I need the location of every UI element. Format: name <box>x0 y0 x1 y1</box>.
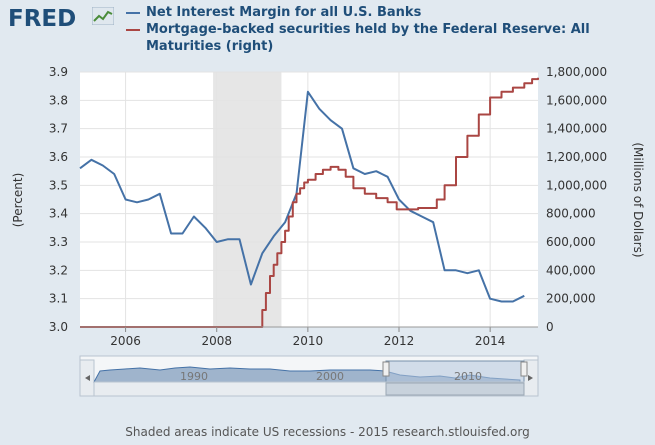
y-left-tick-label: 3.4 <box>49 207 68 221</box>
y-right-tick-label: 1,000,000 <box>546 178 607 192</box>
navigator-tick-label: 1990 <box>180 370 208 383</box>
chevron-right-icon <box>528 375 533 381</box>
footer-note: Shaded areas indicate US recessions - 20… <box>125 425 530 439</box>
y-axis-right-label: (Millions of Dollars) <box>631 142 645 257</box>
recession-band <box>213 72 282 327</box>
range-navigator[interactable]: 1990 2000 2010 <box>79 355 539 397</box>
legend-label-nim: Net Interest Margin for all U.S. Banks <box>146 5 422 20</box>
legend-swatch-nim <box>126 12 140 14</box>
y-right-tick-label: 1,800,000 <box>546 65 607 79</box>
x-tick-label: 2006 <box>110 334 141 348</box>
y-left-tick-label: 3.6 <box>49 150 68 164</box>
x-tick-label: 2008 <box>201 334 232 348</box>
y-left-tick-label: 3.9 <box>49 65 68 79</box>
navigator-right-handle[interactable] <box>520 361 528 377</box>
legend-item-mbs: Mortgage-backed securities held by the F… <box>126 21 646 55</box>
chart-header: FRED Net Interest Margin for all U.S. Ba… <box>0 0 655 66</box>
y-left-tick-label: 3.1 <box>49 292 68 306</box>
fred-logo[interactable]: FRED <box>8 6 77 32</box>
x-tick-label: 2012 <box>384 334 415 348</box>
series-line-net-interest-margin[interactable] <box>79 90 525 303</box>
navigator-tick-label: 2010 <box>454 370 482 383</box>
chevron-left-icon <box>85 375 90 381</box>
navigator-scrollbar-thumb[interactable] <box>385 382 525 396</box>
line-chart: 3.0 3.1 3.2 3.3 3.4 3.5 3.6 3.7 3.8 3.9 0 200,000 40… <box>11 65 645 397</box>
y-left-tick-label: 3.8 <box>49 93 68 107</box>
y-right-tick-label: 400,000 <box>546 263 596 277</box>
y-right-tick-label: 800,000 <box>546 207 596 221</box>
navigator-tick-label: 2000 <box>316 370 344 383</box>
x-tick-label: 2014 <box>475 334 506 348</box>
chart-graph-icon <box>92 7 114 25</box>
legend-swatch-mbs <box>126 29 140 31</box>
y-left-tick-label: 3.3 <box>49 235 68 249</box>
series-line-mortgage-backed-securities[interactable] <box>80 77 539 328</box>
legend-item-nim: Net Interest Margin for all U.S. Banks <box>126 4 646 21</box>
y-left-tick-label: 3.2 <box>49 263 68 277</box>
plot-area <box>80 72 538 327</box>
y-right-tick-label: 200,000 <box>546 292 596 306</box>
y-right-tick-label: 1,600,000 <box>546 93 607 107</box>
y-right-tick-label: 0 <box>546 320 554 334</box>
y-left-tick-label: 3.7 <box>49 122 68 136</box>
navigator-left-handle[interactable] <box>382 361 390 377</box>
chart-legend: Net Interest Margin for all U.S. Banks M… <box>126 4 646 55</box>
y-left-tick-label: 3.5 <box>49 178 68 192</box>
y-axis-left-label: (Percent) <box>11 173 25 228</box>
y-right-tick-label: 1,200,000 <box>546 150 607 164</box>
y-left-tick-label: 3.0 <box>49 320 68 334</box>
y-right-tick-label: 600,000 <box>546 235 596 249</box>
y-right-tick-label: 1,400,000 <box>546 122 607 136</box>
x-tick-label: 2010 <box>293 334 324 348</box>
legend-label-mbs: Mortgage-backed securities held by the F… <box>146 22 590 54</box>
